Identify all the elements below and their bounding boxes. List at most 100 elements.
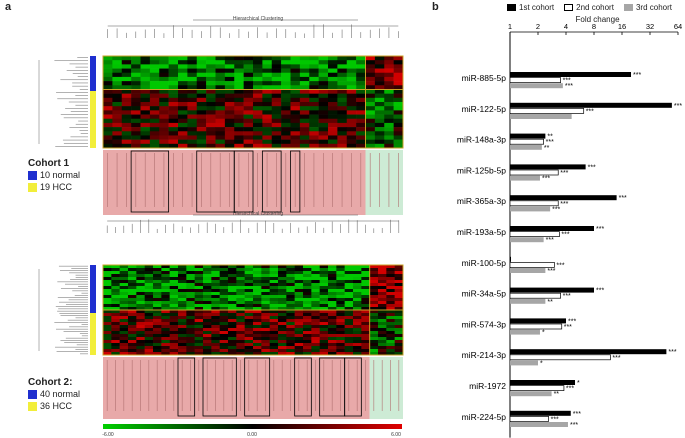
heatmap-cell: [319, 334, 329, 338]
heatmap-cell: [311, 289, 320, 293]
heatmap-cell: [374, 143, 385, 149]
heatmap-cell: [319, 322, 329, 326]
heatmap-cell: [328, 289, 337, 293]
heatmap-cell: [144, 316, 154, 320]
heatmap-cell: [290, 68, 301, 74]
heatmap-cell: [386, 301, 395, 305]
heatmap-cell: [140, 93, 151, 99]
heatmap-cell: [374, 81, 385, 86]
heatmap-cell: [234, 102, 244, 107]
bar-1: [510, 349, 667, 355]
heatmap-cell: [299, 60, 310, 65]
heatmap-cell: [194, 316, 204, 320]
heatmap-cell: [136, 352, 145, 356]
heatmap-cell: [281, 118, 291, 124]
heatmap-cell: [319, 346, 329, 350]
heatmap-cell: [365, 81, 376, 86]
heatmap-cell: [103, 85, 113, 90]
heatmap-cell: [384, 106, 394, 111]
heatmap-cell: [271, 102, 282, 107]
heatmap-cell: [378, 265, 387, 269]
heatmap-cell: [253, 76, 263, 82]
bar-2: [509, 354, 611, 361]
heatmap-cell: [244, 325, 254, 329]
bar-3: [510, 83, 563, 89]
heatmap-cell: [337, 89, 348, 94]
heatmap-cell: [144, 349, 154, 353]
heatmap-cell: [153, 316, 162, 320]
heatmap-cell: [365, 143, 376, 149]
heatmap-cell: [187, 64, 198, 69]
heatmap-cell: [121, 72, 132, 78]
heatmap-cell: [169, 349, 179, 353]
heatmap-cell: [278, 268, 287, 272]
heatmap-cell: [328, 313, 337, 317]
heatmap-cell: [136, 319, 145, 323]
heatmap-cell: [386, 322, 395, 326]
heatmap-cell: [369, 307, 379, 311]
significance-label: ***: [560, 170, 568, 177]
heatmap-cell: [140, 122, 151, 128]
heatmap-cell: [286, 328, 295, 332]
heatmap-cell: [394, 319, 404, 323]
heatmap-cell: [149, 97, 160, 103]
heatmap-cell: [186, 265, 195, 269]
heatmap-cell: [119, 268, 129, 272]
heatmap-cell: [328, 280, 337, 284]
heatmap-cell: [244, 310, 254, 314]
heatmap-cell: [144, 334, 154, 338]
heatmap-cell: [187, 72, 198, 78]
heatmap-cell: [243, 60, 254, 65]
heatmap-cell: [178, 292, 187, 296]
heatmap-cell: [353, 268, 362, 272]
heatmap-cell: [328, 85, 338, 90]
heatmap-cell: [386, 319, 395, 323]
heatmap-cell: [299, 89, 310, 94]
heatmap-cell: [211, 316, 220, 320]
heatmap-cell: [286, 334, 295, 338]
heatmap-cell: [161, 268, 170, 272]
heatmap-cell: [369, 298, 379, 302]
heatmap-cell: [286, 292, 295, 296]
heatmap-cell: [365, 127, 376, 132]
heatmap-cell: [161, 298, 170, 302]
heatmap-cell: [112, 93, 123, 99]
heatmap-cell: [318, 127, 329, 132]
heatmap-cell: [194, 304, 204, 308]
mirna-label-strip-down: [365, 150, 403, 215]
heatmap-cell: [319, 277, 329, 281]
heatmap-cell: [161, 289, 170, 293]
heatmap-cell: [161, 337, 170, 341]
heatmap-cell: [394, 310, 404, 314]
cohort1-legend: Cohort 1 10 normal 19 HCC: [28, 158, 80, 193]
hcc-group-bar: [90, 313, 96, 355]
heatmap-cell: [128, 352, 137, 356]
heatmap-cell: [228, 265, 237, 269]
heatmap-cell: [269, 301, 279, 305]
panel-a-letter: a: [5, 1, 12, 13]
significance-label: ***: [546, 139, 554, 146]
heatmap-cell: [111, 322, 120, 326]
heatmap-cell: [261, 304, 270, 308]
heatmap-cell: [386, 316, 395, 320]
heatmap-cell: [311, 292, 320, 296]
heatmap-cell: [203, 316, 212, 320]
heatmap-cell: [286, 337, 295, 341]
heatmap-cell: [336, 310, 345, 314]
heatmap-cell: [243, 118, 254, 124]
heatmap-cell: [353, 313, 362, 317]
heatmap-cell: [393, 139, 404, 145]
heatmap-cell: [211, 343, 220, 347]
heatmap-cell: [356, 93, 366, 99]
heatmap-cell: [243, 97, 254, 103]
heatmap-cell: [361, 313, 370, 317]
heatmap-cell: [103, 60, 113, 65]
heatmap-cell: [111, 301, 120, 305]
heatmap-cell: [374, 102, 385, 107]
heatmap-cell: [386, 271, 395, 275]
significance-label: ***: [596, 226, 604, 233]
heatmap-cell: [378, 331, 387, 335]
heatmap-cell: [243, 114, 254, 120]
heatmap-cell: [353, 349, 362, 353]
heatmap-cell: [228, 337, 237, 341]
